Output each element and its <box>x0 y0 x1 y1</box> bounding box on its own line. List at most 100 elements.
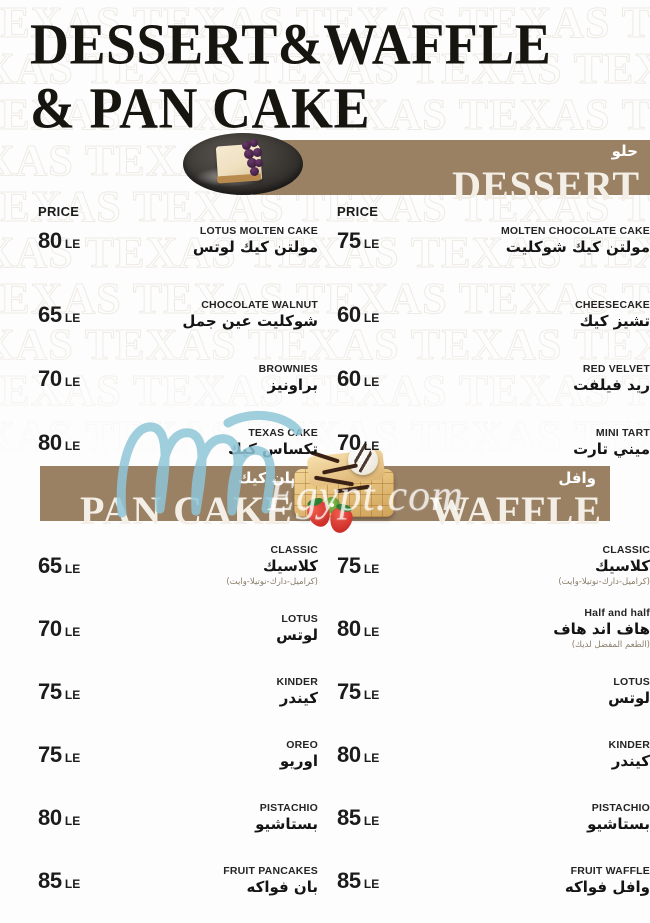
item-name-en: FRUIT WAFFLE <box>570 865 650 877</box>
item-price: 80 LE <box>337 616 380 641</box>
item-name-ar: تشيز كيك <box>579 312 650 330</box>
item-name-en: RED VELVET <box>582 363 650 375</box>
menu-row: 75 LE KINDER كيندر <box>38 669 318 715</box>
item-price: 75 LE <box>337 679 380 704</box>
menu-row: 75 LE LOTUS لوتس <box>337 669 650 715</box>
item-price: 75 LE <box>337 553 380 578</box>
item-name-ar: هاف اند هاف <box>553 620 650 638</box>
item-name-ar: اوريو <box>279 752 318 770</box>
item-price: 65 LE <box>38 553 81 578</box>
menu-row: 70 LE LOTUS لوتس <box>38 606 318 652</box>
item-price: 80 LE <box>38 228 81 253</box>
item-name-ar: بستاشيو <box>255 815 318 833</box>
item-name-en: Half and half <box>584 607 650 619</box>
item-price: 70 LE <box>38 366 81 391</box>
item-name-ar: مولتن كيك لوتس <box>192 238 318 256</box>
item-name-en: KINDER <box>276 676 318 688</box>
item-names: PISTACHIO بستاشيو <box>255 802 318 834</box>
price-label-left: PRICE <box>38 204 80 219</box>
item-price: 80 LE <box>337 742 380 767</box>
item-names: KINDER كيندر <box>277 676 318 708</box>
item-names: RED VELVET ريد فيلفت <box>573 363 650 395</box>
item-name-en: CHOCOLATE WALNUT <box>201 299 318 311</box>
item-price: 80 LE <box>38 805 81 830</box>
menu-row: 75 LE CLASSIC كلاسيك (كراميل-دارك-نوتيلا-… <box>337 543 650 589</box>
item-names: FRUIT PANCAKES بان فواكه <box>223 865 318 897</box>
item-name-ar: كيندر <box>279 689 318 707</box>
item-name-en: PISTACHIO <box>591 802 650 814</box>
item-name-ar: تكساس كيك <box>228 440 318 458</box>
item-names: OREO اوريو <box>280 739 318 771</box>
item-names: TEXAS CAKE تكساس كيك <box>228 427 318 459</box>
item-name-sub: (كراميل-دارك-نوتيلا-وايت) <box>558 577 650 587</box>
item-name-en: CLASSIC <box>270 544 318 556</box>
section-banner-pancake-ar: بان كيك <box>237 469 296 487</box>
menu-row: 80 LE PISTACHIO بستاشيو <box>38 795 318 841</box>
item-names: PISTACHIO بستاشيو <box>587 802 650 834</box>
item-name-en: CLASSIC <box>602 544 650 556</box>
item-name-ar: كلاسيك <box>595 557 650 575</box>
page-title: DESSERT&WAFFLE & PAN CAKE <box>30 11 552 138</box>
menu-row: 80 LE KINDER كيندر <box>337 732 650 778</box>
menu-row: 85 LE FRUIT PANCAKES بان فواكه <box>38 858 318 904</box>
item-name-en: PISTACHIO <box>259 802 318 814</box>
menu-row: 65 LE CHOCOLATE WALNUT شوكليت عين جمل <box>38 292 318 338</box>
item-name-ar: ميني تارت <box>573 440 650 458</box>
menu-row: 75 LE OREO اوريو <box>38 732 318 778</box>
item-name-en: FRUIT PANCAKES <box>223 865 318 877</box>
item-names: FRUIT WAFFLE وافل فواكه <box>565 865 650 897</box>
menu-row: 85 LE FRUIT WAFFLE وافل فواكه <box>337 858 650 904</box>
section-banner-waffle-en: WAFFLE <box>429 488 602 533</box>
item-name-en: TEXAS CAKE <box>248 427 318 439</box>
item-price: 75 LE <box>38 679 81 704</box>
item-name-en: KINDER <box>608 739 650 751</box>
menu-row: 65 LE CLASSIC كلاسيك (كراميل-دارك-نوتيلا-… <box>38 543 318 589</box>
item-names: LOTUS لوتس <box>276 613 318 645</box>
title-line-2: & PAN CAKE <box>30 75 370 141</box>
item-name-sub: (الطعم المفضل لديك) <box>571 640 650 650</box>
item-price: 60 LE <box>337 366 380 391</box>
menu-row: 80 LE Half and half هاف اند هاف (الطعم ال… <box>337 606 650 652</box>
section-banner-dessert-en: DESSERT <box>452 163 640 208</box>
item-names: MINI TART ميني تارت <box>573 427 650 459</box>
item-name-ar: مولتن كيك شوكليت <box>505 238 650 256</box>
item-price: 75 LE <box>38 742 81 767</box>
section-banner-dessert: حلو DESSERT <box>253 140 650 206</box>
item-name-en: LOTUS MOLTEN CAKE <box>199 225 318 237</box>
item-names: CHEESECAKE تشيز كيك <box>575 299 650 331</box>
item-names: LOTUS لوتس <box>608 676 650 708</box>
section-banner-pancake-en: PAN CAKE <box>80 488 293 533</box>
item-name-en: CHEESECAKE <box>575 299 650 311</box>
item-names: BROWNIES براونيز <box>259 363 318 395</box>
title-line-1: DESSERT&WAFFLE <box>30 11 552 77</box>
item-names: MOLTEN CHOCOLATE CAKE مولتن كيك شوكليت <box>501 225 650 257</box>
item-name-ar: ريد فيلفت <box>573 376 650 394</box>
section-banner-pancake: بان كيك PAN CAKE <box>40 466 310 531</box>
item-name-ar: لوتس <box>276 626 318 644</box>
section-banner-waffle: وافل WAFFLE <box>340 466 610 531</box>
menu-row: 80 LE TEXAS CAKE تكساس كيك <box>38 420 318 466</box>
menu-row: 60 LE CHEESECAKE تشيز كيك <box>337 292 650 338</box>
item-name-ar: براونيز <box>267 376 318 394</box>
item-names: LOTUS MOLTEN CAKE مولتن كيك لوتس <box>193 225 318 257</box>
menu-row: PRICE 80 LE LOTUS MOLTEN CAKE مولتن كيك ل… <box>38 204 318 264</box>
section-banner-waffle-ar: وافل <box>558 469 596 487</box>
menu-row: 85 LE PISTACHIO بستاشيو <box>337 795 650 841</box>
menu-row: 70 LE MINI TART ميني تارت <box>337 420 650 466</box>
menu-row: PRICE 75 LE MOLTEN CHOCOLATE CAKE مولتن ك… <box>337 204 650 264</box>
item-names: CLASSIC كلاسيك (كراميل-دارك-نوتيلا-وايت) <box>558 544 650 588</box>
item-price: 65 LE <box>38 302 81 327</box>
item-name-ar: لوتس <box>608 689 650 707</box>
item-names: Half and half هاف اند هاف (الطعم المفضل … <box>553 607 650 651</box>
item-price: 85 LE <box>337 868 380 893</box>
section-banner-dessert-ar: حلو <box>611 142 638 160</box>
item-price: 60 LE <box>337 302 380 327</box>
item-name-ar: وافل فواكه <box>564 878 650 896</box>
item-name-ar: كيندر <box>611 752 650 770</box>
kiwi-slice-shape <box>324 497 340 513</box>
item-name-en: BROWNIES <box>258 363 318 375</box>
menu-row: 60 LE RED VELVET ريد فيلفت <box>337 356 650 402</box>
item-name-ar: بستاشيو <box>587 815 650 833</box>
item-price: 85 LE <box>337 805 380 830</box>
